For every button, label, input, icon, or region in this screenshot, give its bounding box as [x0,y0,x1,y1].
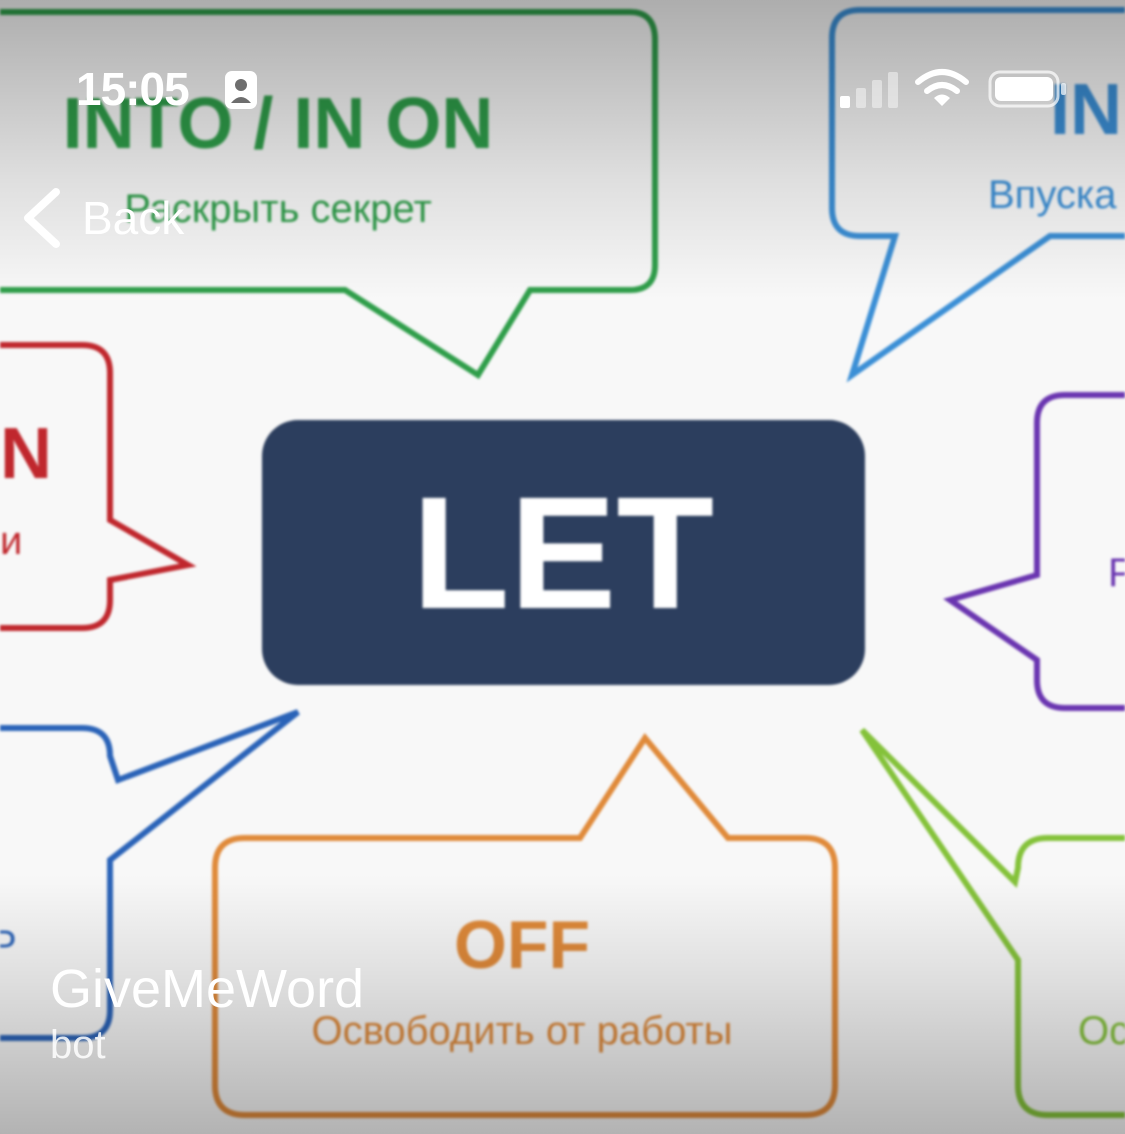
bubble-text-into-in-on: Раскрыть секрет [124,187,432,231]
chevron-left-icon [24,188,60,248]
center-word-block: LET [262,420,865,685]
back-button[interactable]: Back [20,180,184,256]
bubble-text-right-purple: Р [1108,551,1125,595]
status-bar: 15:05 [0,0,1125,130]
bubble-text-in: Впуска [988,173,1117,217]
bubble-title-into-in-on: INTO / IN ON [63,84,494,164]
bubble-text-left-red: и [0,519,22,563]
center-word: LET [412,463,714,642]
profile-name: GiveMeWord [50,959,365,1019]
wifi-icon [915,69,969,106]
bubble-right-purple: Р [943,392,1125,711]
bubble-right-green: Ос [859,727,1125,1118]
battery-icon [988,70,1066,108]
bubble-text-left-blue: Р [0,923,17,967]
cellular-signal-icon [840,72,898,108]
bubble-left-red: N и [0,342,197,631]
back-label: Back [82,192,185,244]
status-time: 15:05 [76,63,190,115]
bubble-text-right-green: Ос [1078,1009,1125,1053]
profile-subtitle: bot [50,1023,106,1067]
bubble-text-off: Освободить от работы [311,1009,732,1053]
profile-info: GiveMeWord bot [50,958,364,1070]
bubble-off: OFF Освободить от работы [212,732,838,1118]
person-lock-icon [225,71,257,109]
bubble-into-in-on: INTO / IN ON Раскрыть секрет [0,9,658,380]
bubble-title-off: OFF [454,907,590,983]
bubble-title-left-red: N [0,414,52,494]
bubble-left-blue: Р [0,709,300,1041]
